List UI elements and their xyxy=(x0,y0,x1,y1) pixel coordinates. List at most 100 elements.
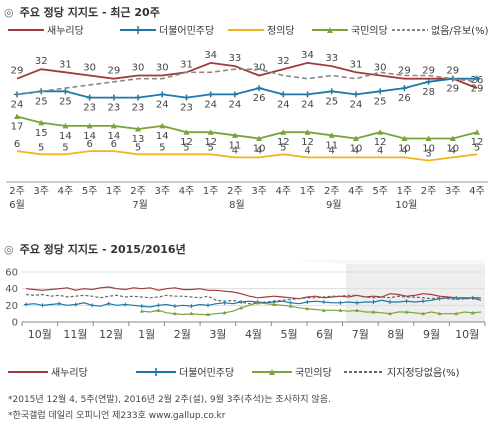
legend-item-없음-유보: 없음/유보(%) xyxy=(392,22,488,37)
data-label-더불어민주당-13: 25 xyxy=(325,96,338,107)
series-line-새누리당 xyxy=(25,286,482,301)
data-label-국민의당-1: 15 xyxy=(35,128,48,139)
legend-item-정의당: 정의당 xyxy=(228,22,295,37)
legend-swatch-더불어민주당 xyxy=(120,25,156,34)
data-point-국민의당-30 xyxy=(272,302,277,306)
data-point-더불어민주당-48 xyxy=(421,299,426,304)
data-point-국민의당-11 xyxy=(280,129,287,135)
data-label-국민의당-19: 12 xyxy=(471,137,484,148)
x-tick-label-2: 4주 xyxy=(58,186,74,197)
month-label-11: 9월 xyxy=(423,328,440,341)
x-tick-label-6: 3주 xyxy=(154,186,170,197)
data-label-국민의당-0: 17 xyxy=(11,121,24,132)
data-label-더불어민주당-1: 25 xyxy=(35,96,48,107)
data-label-국민의당-8: 12 xyxy=(204,137,217,148)
data-label-새누리당-18: 29 xyxy=(446,66,459,77)
series-line-국민의당 xyxy=(141,302,482,316)
data-label-새누리당-14: 31 xyxy=(350,59,363,70)
data-point-국민의당-15 xyxy=(377,129,384,135)
data-point-더불어민주당-4 xyxy=(110,94,117,101)
data-label-더불어민주당-10: 26 xyxy=(253,93,266,104)
data-label-새누리당-13: 33 xyxy=(325,53,338,64)
footnote-survey-gaps: *2015년 12월 4, 5주(연말), 2016년 2월 2주(설), 9월… xyxy=(8,395,331,405)
month-label-8: 6월 xyxy=(316,328,333,341)
legend-label: 국민의당 xyxy=(295,368,332,379)
legend-label: 지지정당없음(%) xyxy=(387,368,460,379)
month-label-6: 4월 xyxy=(245,328,262,341)
data-point-더불어민주당-13 xyxy=(328,88,335,95)
data-label-더불어민주당-18: 29 xyxy=(446,84,459,95)
y-tick-label-3: 60 xyxy=(5,268,18,279)
data-point-국민의당-26 xyxy=(239,305,244,310)
data-label-새누리당-17: 29 xyxy=(422,66,435,77)
data-label-정의당-16: 4 xyxy=(401,145,407,156)
data-label-정의당-7: 5 xyxy=(183,142,189,153)
data-point-국민의당-17 xyxy=(425,135,432,141)
data-label-새누리당-8: 34 xyxy=(204,50,217,61)
data-point-국민의당-52 xyxy=(454,311,459,316)
data-point-국민의당-3 xyxy=(86,122,93,129)
month-label-10: 8월 xyxy=(387,328,404,341)
data-label-정의당-8: 5 xyxy=(207,142,213,153)
x-tick-label-17: 2주 xyxy=(421,186,437,197)
zoom-connector xyxy=(291,260,485,264)
data-point-국민의당-8 xyxy=(207,129,214,135)
month-label-0: 10월 xyxy=(28,328,52,341)
data-point-더불어민주당-52 xyxy=(454,295,459,300)
data-point-국민의당-18 xyxy=(172,311,177,316)
month-label-2: 8월 xyxy=(229,199,245,211)
data-point-더불어민주당-10 xyxy=(256,85,263,92)
data-point-더불어민주당-42 xyxy=(371,300,376,304)
legend-item-국민의당: 국민의당 xyxy=(252,364,332,379)
x-tick-label-1: 3주 xyxy=(33,186,49,197)
target-icon: ◎ xyxy=(4,243,14,256)
x-tick-label-15: 5주 xyxy=(372,186,388,197)
data-label-정의당-6: 5 xyxy=(159,142,165,153)
data-point-더불어민주당-19 xyxy=(474,75,480,82)
legend-label: 정의당 xyxy=(267,26,295,37)
x-tick-label-18: 3주 xyxy=(445,186,461,197)
legend-item-국민의당: 국민의당 xyxy=(312,22,388,37)
data-label-국민의당-12: 12 xyxy=(301,137,314,148)
data-label-새누리당-1: 32 xyxy=(35,56,48,67)
data-point-더불어민주당-10 xyxy=(106,301,111,306)
data-point-국민의당-14 xyxy=(352,135,359,141)
data-point-국민의당-13 xyxy=(328,132,335,138)
data-label-국민의당-14: 10 xyxy=(350,144,363,155)
y-tick-label-0: 0 xyxy=(12,318,18,329)
data-label-정의당-17: 3 xyxy=(425,149,431,160)
data-point-국민의당-32 xyxy=(288,304,293,308)
y-tick-label-2: 40 xyxy=(5,284,18,295)
legend-label: 새누리당 xyxy=(51,368,88,379)
data-point-국민의당-16 xyxy=(401,135,408,141)
month-label-1: 11월 xyxy=(63,328,87,341)
legend-item-새누리당: 새누리당 xyxy=(8,22,84,37)
data-label-더불어민주당-17: 28 xyxy=(422,87,435,98)
data-point-더불어민주당-44 xyxy=(388,300,392,304)
data-point-국민의당-1 xyxy=(38,119,45,126)
x-tick-label-14: 4주 xyxy=(348,186,364,197)
data-point-더불어민주당-17 xyxy=(425,78,432,85)
legend-label: 새누리당 xyxy=(47,26,84,37)
x-tick-label-7: 4주 xyxy=(179,186,195,197)
data-point-더불어민주당-34 xyxy=(305,300,310,304)
legend-label: 국민의당 xyxy=(351,26,388,37)
legend-item-지지정당없음: 지지정당없음(%) xyxy=(344,364,460,379)
data-label-새누리당-4: 29 xyxy=(107,66,120,77)
data-label-정의당-14: 4 xyxy=(353,145,359,156)
data-point-국민의당-38 xyxy=(338,308,343,312)
month-label-3: 1월 xyxy=(138,328,155,341)
data-label-더불어민주당-0: 24 xyxy=(11,99,24,110)
data-point-국민의당-24 xyxy=(222,310,227,315)
data-point-더불어민주당-4 xyxy=(57,301,62,306)
legend-item-더불어민주당: 더불어민주당 xyxy=(136,364,234,379)
data-label-더불어민주당-5: 23 xyxy=(132,103,145,114)
month-label-9: 7월 xyxy=(352,328,369,341)
data-point-국민의당-12 xyxy=(304,129,311,135)
data-point-국민의당-22 xyxy=(206,312,210,316)
data-label-국민의당-17: 10 xyxy=(422,144,435,155)
data-point-더불어민주당-9 xyxy=(231,91,238,98)
data-point-국민의당-42 xyxy=(371,310,376,314)
data-point-더불어민주당-6 xyxy=(159,91,166,98)
